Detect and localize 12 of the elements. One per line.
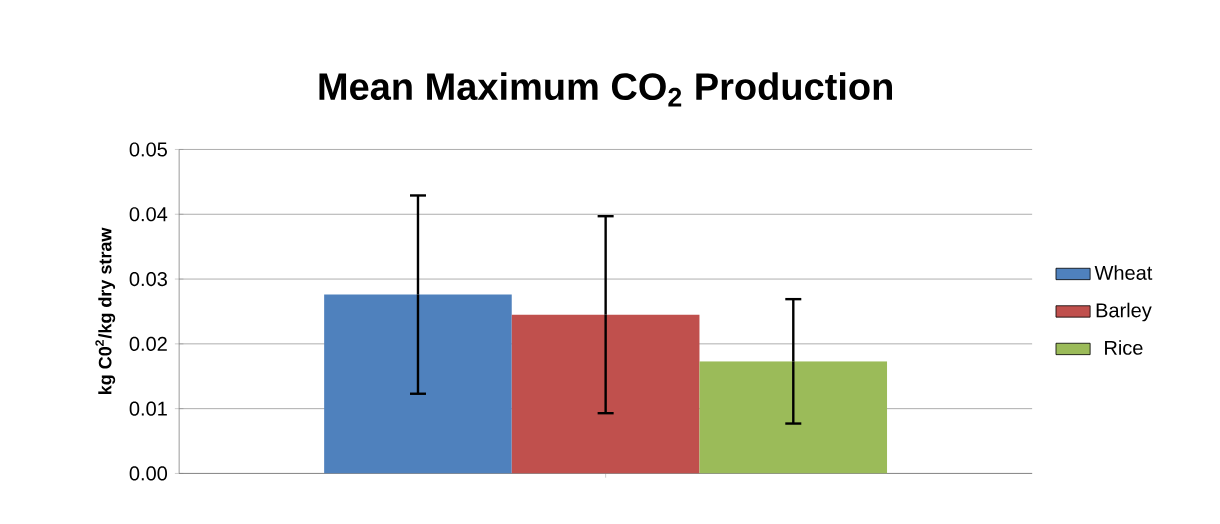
y-tick-label: 0.03 — [129, 271, 167, 287]
legend-label: Rice — [1105, 340, 1143, 355]
y-axis-title: kg C0$^{2}$/kg dry straw — [95, 227, 116, 395]
y-tick-label: 0.02 — [129, 336, 167, 351]
legend-label: Barley — [1096, 302, 1152, 322]
y-tick-label: 0.05 — [129, 142, 167, 157]
bar — [699, 361, 888, 474]
chart-title: Mean Maximum CO$_{2}$ Production — [319, 72, 892, 107]
y-tick-label: 0.04 — [129, 207, 168, 222]
legend-label: Wheat — [1094, 265, 1153, 280]
y-tick-label: 0.00 — [129, 466, 168, 481]
y-tick-label: 0.01 — [129, 401, 167, 416]
